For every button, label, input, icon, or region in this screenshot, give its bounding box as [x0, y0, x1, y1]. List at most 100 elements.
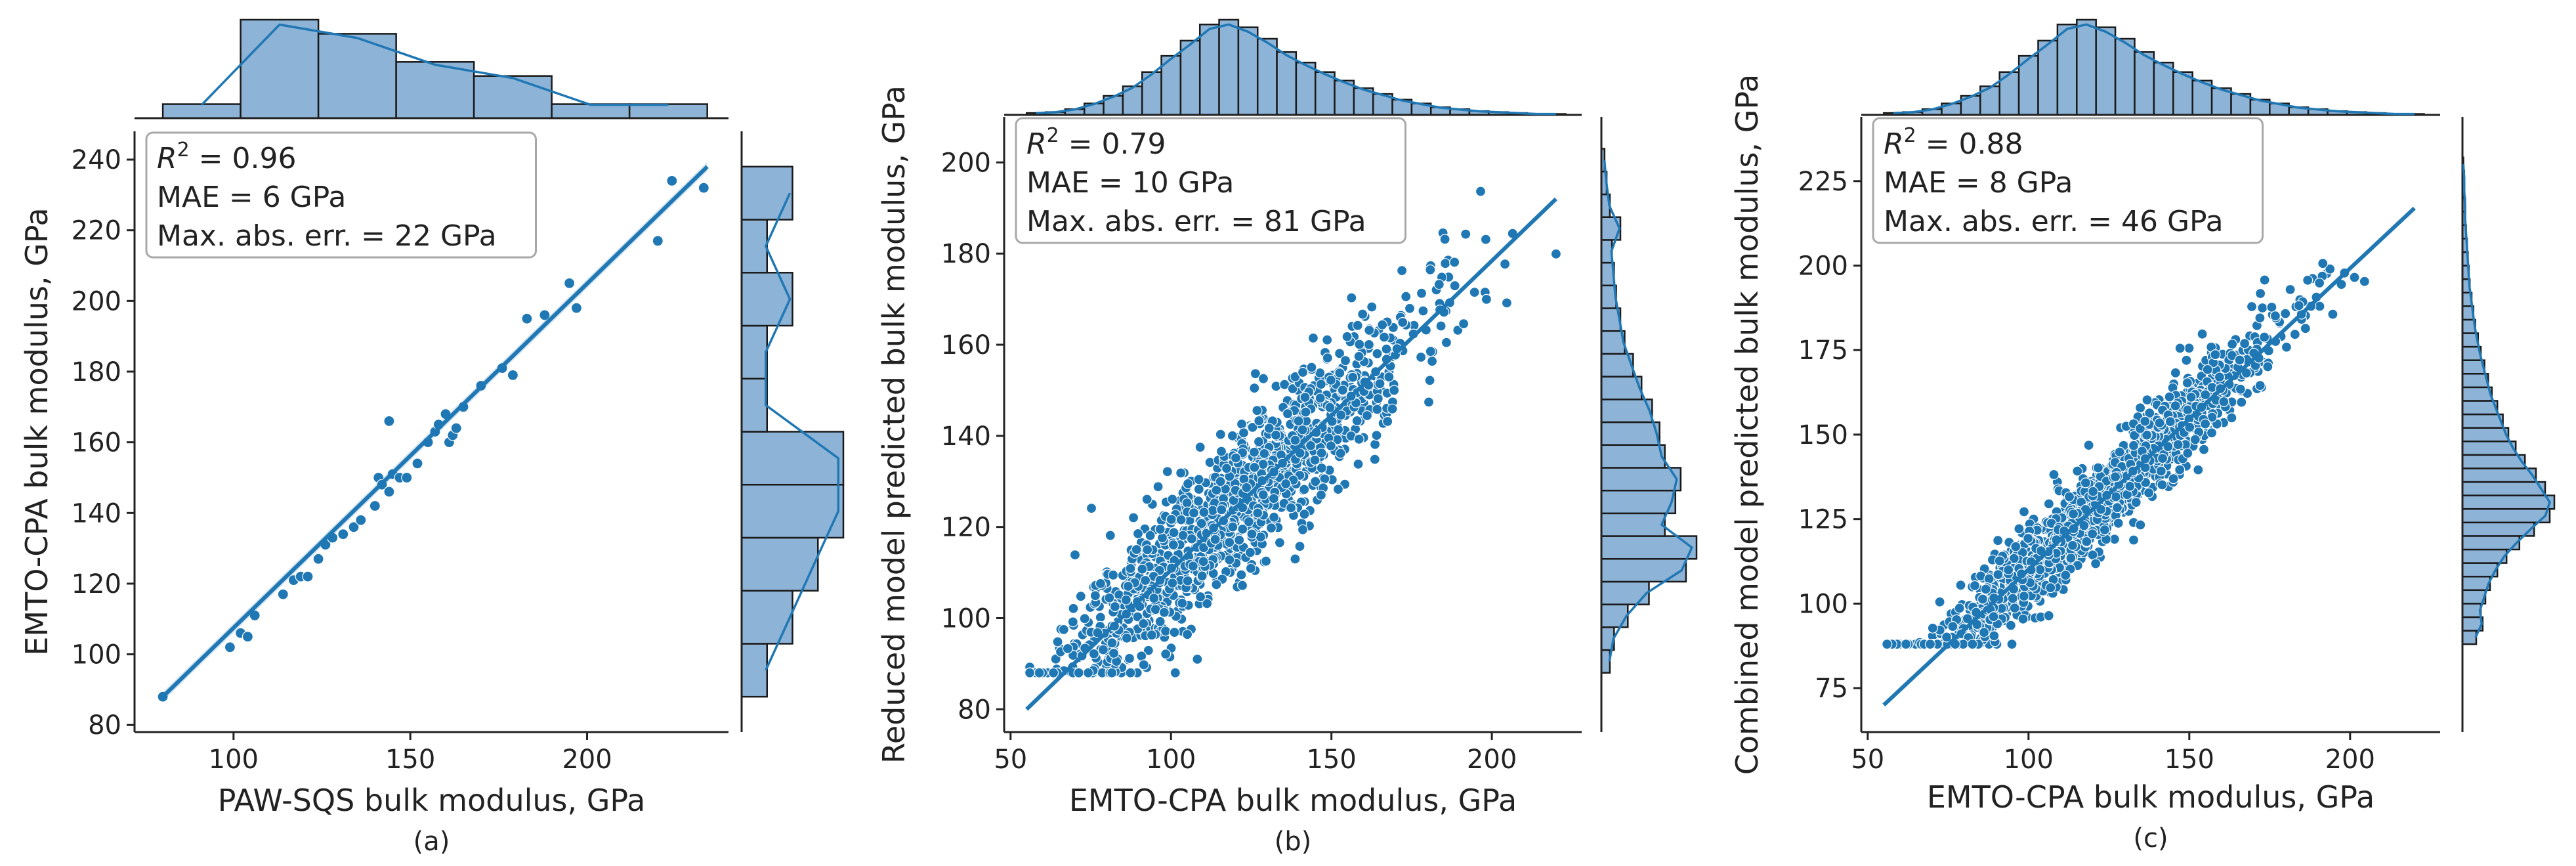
data-point — [1501, 297, 1512, 309]
data-point — [1427, 356, 1438, 367]
data-point — [2234, 355, 2245, 366]
r2-superscript: 2 — [1904, 124, 1916, 147]
data-point — [2168, 473, 2179, 485]
data-point — [2096, 504, 2107, 515]
data-point — [2017, 613, 2029, 624]
data-point — [1257, 489, 1269, 500]
data-point — [2246, 301, 2258, 313]
max-abs-err-text: Max. abs. err. = 81 GPa — [1026, 205, 1366, 238]
data-point — [1294, 540, 1305, 552]
panel-label: (c) — [2133, 823, 2168, 854]
right-hist-bar — [740, 165, 793, 221]
data-point — [2336, 279, 2347, 290]
data-point — [2197, 328, 2208, 339]
data-point — [1047, 667, 1059, 678]
data-point — [1377, 319, 1388, 330]
data-point — [401, 471, 413, 484]
data-point — [1268, 493, 1279, 504]
data-point — [2184, 343, 2195, 354]
data-point — [2142, 429, 2153, 441]
data-point — [1252, 405, 1263, 416]
right-hist-bar — [2461, 386, 2493, 402]
data-point — [1215, 429, 1226, 440]
data-point — [1254, 415, 1265, 427]
data-point — [1170, 667, 1181, 678]
top-hist-bar — [551, 103, 631, 119]
data-point — [2157, 452, 2168, 464]
top-histogram — [1004, 18, 1582, 116]
data-point — [1315, 379, 1326, 390]
top-hist-bar — [2172, 71, 2193, 116]
x-axis-label: PAW-SQS bulk modulus, GPa — [218, 783, 646, 818]
data-point — [1325, 440, 1337, 452]
data-point — [1263, 423, 1275, 434]
data-point — [1315, 489, 1327, 501]
data-point — [2144, 407, 2155, 419]
data-point — [1082, 667, 1094, 678]
data-point — [1882, 638, 1893, 650]
data-point — [2184, 422, 2195, 433]
max-abs-err-text: Max. abs. err. = 46 GPa — [1884, 205, 2224, 238]
data-point — [1332, 424, 1344, 435]
r2-symbol: R — [1884, 127, 1904, 161]
data-point — [2300, 323, 2311, 334]
data-point — [1297, 524, 1309, 535]
data-point — [1371, 429, 1382, 441]
data-point — [2164, 391, 2175, 402]
data-point — [1265, 522, 1277, 534]
data-point — [2227, 339, 2238, 350]
right-histogram — [2461, 117, 2556, 732]
data-point — [1224, 554, 1235, 565]
top-hist-bar — [1179, 39, 1201, 116]
right-hist-bar — [740, 272, 793, 327]
right-hist-bar — [2461, 575, 2491, 592]
right-hist-bar — [740, 590, 793, 645]
data-point — [1097, 644, 1109, 655]
data-point — [1052, 636, 1063, 647]
data-point — [1334, 367, 1345, 379]
data-point — [1310, 476, 1321, 487]
data-point — [1250, 368, 1261, 379]
data-point — [1469, 287, 1480, 298]
data-point — [1175, 467, 1187, 479]
y-tick-label: 80 — [88, 710, 121, 741]
data-point — [1332, 483, 1344, 495]
y-tick-label: 140 — [941, 422, 991, 452]
data-point — [1230, 452, 1242, 464]
data-point — [2065, 552, 2077, 564]
data-point — [1062, 643, 1074, 655]
data-point — [2200, 418, 2211, 429]
data-point — [1397, 265, 1408, 276]
data-point — [1095, 612, 1106, 623]
data-point — [1481, 293, 1492, 305]
data-point — [1107, 569, 1119, 581]
r2-value: = 0.96 — [190, 142, 297, 175]
data-point — [1366, 301, 1378, 313]
y-tick-label: 100 — [72, 640, 121, 670]
data-point — [2003, 564, 2014, 576]
data-point — [1316, 462, 1327, 474]
data-point — [2060, 569, 2071, 581]
data-point — [2130, 496, 2142, 508]
data-point — [2170, 400, 2181, 412]
right-hist-bar — [2461, 508, 2551, 524]
right-hist-bar — [740, 431, 845, 486]
panel-label: (a) — [413, 827, 450, 857]
data-point — [1379, 332, 1390, 343]
right-hist-bar — [2461, 427, 2510, 443]
data-point — [521, 313, 533, 324]
data-point — [1024, 667, 1036, 678]
data-point — [1168, 539, 1179, 551]
data-point — [2072, 465, 2083, 477]
data-point — [1372, 393, 1383, 404]
y-axis-label: EMTO-CPA bulk modulus, GPa — [19, 207, 54, 655]
data-point — [1177, 597, 1188, 609]
data-point — [1993, 569, 2004, 580]
data-point — [1234, 534, 1245, 546]
data-point — [2206, 427, 2218, 439]
data-point — [2092, 462, 2103, 473]
data-point — [1086, 502, 1097, 514]
x-axis-label: EMTO-CPA bulk modulus, GPa — [1069, 783, 1517, 818]
right-hist-bar — [1600, 467, 1682, 492]
